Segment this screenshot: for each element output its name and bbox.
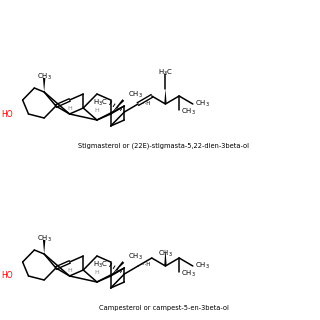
Text: CH$_3$: CH$_3$ — [37, 234, 52, 244]
Polygon shape — [164, 89, 167, 104]
Text: CH$_3$: CH$_3$ — [128, 90, 143, 100]
Text: CH$_3$: CH$_3$ — [181, 107, 196, 117]
Text: CH$_3$: CH$_3$ — [195, 99, 210, 109]
Text: H: H — [95, 108, 99, 113]
Text: H$_3$C: H$_3$C — [158, 68, 173, 78]
Text: H$_3$C: H$_3$C — [93, 98, 108, 108]
Polygon shape — [111, 99, 124, 114]
Text: Stigmasterol or (22E)-stigmasta-5,22-dien-3beta-ol: Stigmasterol or (22E)-stigmasta-5,22-die… — [78, 143, 249, 149]
Text: H$_3$C: H$_3$C — [93, 260, 108, 270]
Text: ···H: ···H — [141, 262, 150, 268]
Text: Campesterol or campest-5-en-3beta-ol: Campesterol or campest-5-en-3beta-ol — [99, 305, 228, 311]
Text: H: H — [95, 269, 99, 275]
Text: CH$_3$: CH$_3$ — [158, 249, 173, 259]
Text: HO: HO — [1, 109, 13, 118]
Text: CH$_3$: CH$_3$ — [37, 72, 52, 82]
Text: ···H: ···H — [141, 100, 150, 106]
Text: H: H — [67, 268, 72, 273]
Polygon shape — [111, 261, 124, 276]
Polygon shape — [164, 249, 167, 266]
Text: CH$_3$: CH$_3$ — [128, 252, 143, 262]
Text: CH$_3$: CH$_3$ — [195, 261, 210, 271]
Polygon shape — [43, 240, 45, 254]
Text: HO: HO — [1, 271, 13, 281]
Text: CH$_3$: CH$_3$ — [181, 269, 196, 279]
Polygon shape — [43, 78, 45, 92]
Text: H: H — [67, 106, 72, 110]
